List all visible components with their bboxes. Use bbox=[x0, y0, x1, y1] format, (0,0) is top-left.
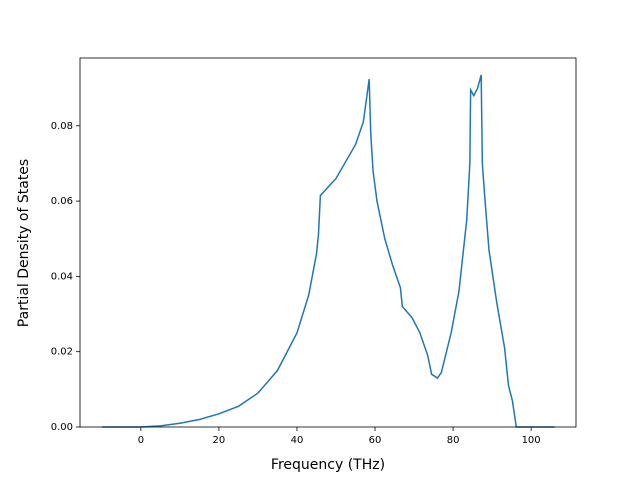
y-tick-label: 0.04 bbox=[51, 271, 73, 282]
x-tick-label: 100 bbox=[522, 435, 541, 446]
y-tick-label: 0.02 bbox=[51, 347, 73, 358]
x-tick-label: 0 bbox=[138, 435, 144, 446]
x-tick-label: 20 bbox=[213, 435, 226, 446]
x-tick-label: 80 bbox=[447, 435, 460, 446]
x-tick-label: 40 bbox=[291, 435, 304, 446]
data-line bbox=[101, 74, 555, 428]
y-tick-label: 0.08 bbox=[51, 121, 73, 132]
y-axis-label: Partial Density of States bbox=[16, 159, 32, 327]
y-tick-label: 0.00 bbox=[51, 422, 73, 433]
x-tick-label: 60 bbox=[369, 435, 382, 446]
plot-frame bbox=[79, 57, 577, 428]
y-tick-label: 0.06 bbox=[51, 196, 73, 207]
x-axis-label: Frequency (THz) bbox=[271, 457, 385, 473]
